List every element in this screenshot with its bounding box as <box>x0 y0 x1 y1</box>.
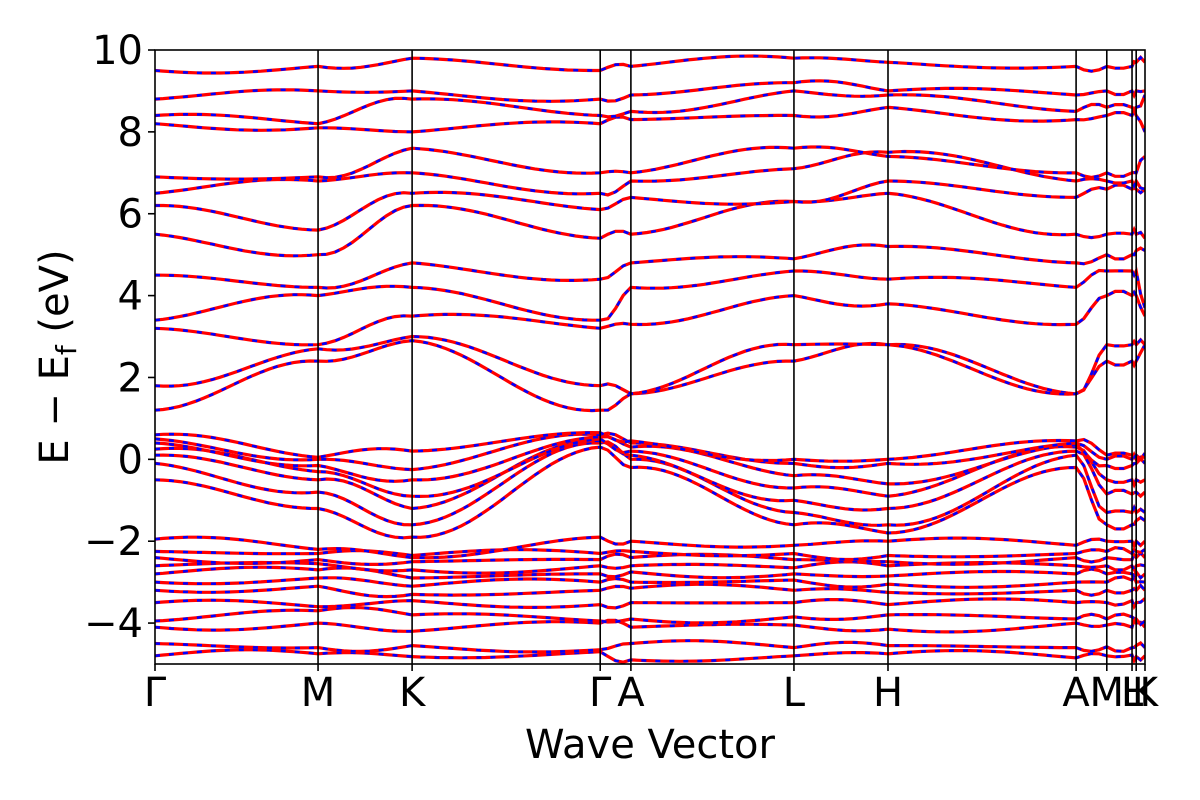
y-axis-title-main: E − E <box>32 355 78 465</box>
band-line-spin-down <box>155 179 1145 232</box>
band-line-spin-up <box>155 648 1145 664</box>
x-axis-title: Wave Vector <box>525 722 776 768</box>
band-line-spin-down <box>155 267 1145 322</box>
band-line-spin-down <box>155 565 1145 580</box>
y-axis-title-subscript: f <box>50 344 83 355</box>
x-tick-label: Γ <box>144 670 167 716</box>
x-tick-label: M <box>1090 670 1125 716</box>
y-tick-label: 6 <box>118 192 143 238</box>
band-line-spin-up <box>155 149 1145 197</box>
plot-frame <box>154 49 1146 665</box>
band-line-spin-down <box>155 431 1145 471</box>
x-tick-label: L <box>783 670 806 716</box>
band-line-spin-up <box>155 54 1145 75</box>
band-line-spin-down <box>155 79 1145 103</box>
band-line-spin-down <box>155 648 1145 664</box>
y-axis-title-unit: (eV) <box>32 249 78 345</box>
y-tick-label: 10 <box>92 28 143 74</box>
x-tick-label: K <box>1132 670 1160 716</box>
y-tick-label: 8 <box>118 110 143 156</box>
band-line-spin-down <box>155 440 1145 527</box>
band-line-spin-up <box>155 79 1145 103</box>
band-line-spin-up <box>155 145 1145 181</box>
band-line-spin-down <box>155 560 1145 575</box>
band-line-spin-down <box>155 535 1145 559</box>
band-line-spin-down <box>155 431 1145 463</box>
band-line-spin-down <box>155 289 1145 347</box>
x-tick-label: H <box>1121 670 1151 716</box>
y-tick-label: −2 <box>84 519 143 565</box>
x-tick-label: Γ <box>589 670 612 716</box>
x-tick-label: L <box>1121 670 1144 716</box>
band-line-spin-up <box>155 266 1145 322</box>
band-line-spin-down <box>155 191 1145 258</box>
band-line-spin-down <box>155 573 1145 589</box>
band-line-spin-down <box>155 617 1145 634</box>
band-line-spin-up <box>155 89 1145 126</box>
x-tick-label: A <box>617 670 645 716</box>
band-line-spin-up <box>155 439 1145 512</box>
kpath-divider-lines <box>317 50 1137 664</box>
band-line-spin-down <box>155 597 1145 610</box>
band-line-spin-down <box>155 583 1145 598</box>
band-line-spin-down <box>155 445 1145 540</box>
band-line-spin-down <box>155 550 1145 566</box>
y-tick-label: −4 <box>84 601 143 647</box>
band-line-spin-down <box>155 339 1145 412</box>
x-tick-label: K <box>399 670 427 716</box>
band-line-spin-down <box>155 439 1145 512</box>
band-line-spin-down <box>155 243 1145 290</box>
band-line-spin-down <box>155 145 1145 181</box>
y-tick-label: 4 <box>118 274 143 320</box>
band-line-spin-down <box>155 546 1145 561</box>
x-tick-label: H <box>873 670 903 716</box>
x-tick-label: A <box>1062 670 1090 716</box>
x-tick-label: M <box>301 670 336 716</box>
band-line-spin-down <box>155 437 1145 498</box>
band-line-spin-down <box>155 435 1145 486</box>
band-line-spin-down <box>155 335 1145 396</box>
band-line-spin-down <box>155 150 1145 197</box>
band-line-spin-down <box>155 105 1145 134</box>
y-axis-title: E − Ef (eV) <box>32 249 83 464</box>
y-axis-ticks: −4 −2 0 2 4 6 8 10 <box>84 28 155 647</box>
y-tick-label: 2 <box>118 355 143 401</box>
band-line-spin-down <box>155 606 1145 627</box>
band-line-spin-down <box>155 639 1145 654</box>
band-line-spin-down <box>155 54 1145 75</box>
band-lines <box>155 54 1145 664</box>
y-tick-label: 0 <box>118 437 143 483</box>
